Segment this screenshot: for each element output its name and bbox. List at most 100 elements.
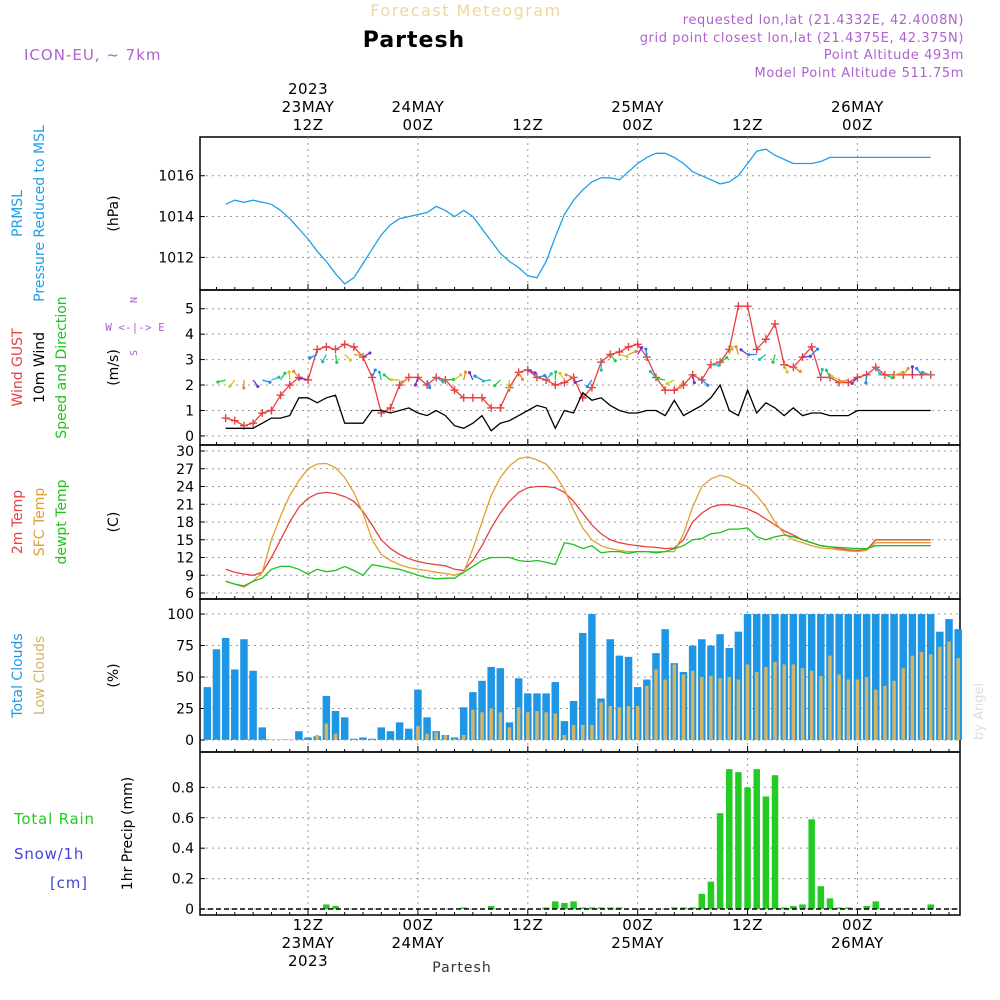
panel-4-bar-low-clouds [709,675,713,740]
panel-4-bar-low-clouds [580,724,585,740]
panel-2-gust-marker [771,319,780,328]
bottom-time-label: 00Z [842,916,873,934]
wind-arrow-head [533,371,537,375]
wind-arrow-head [473,374,477,378]
bottom-time-label: 24MAY [392,934,445,952]
wind-arrow-head [573,380,577,385]
panel-4-bar-low-clouds [736,679,741,740]
panel-1-ytick-label: 1012 [158,250,194,266]
panel-2-gust-marker [349,342,358,351]
panel-4-bar-low-clouds [938,646,942,740]
panel-4-bar-low-clouds [425,733,429,740]
panel-4-bar-low-clouds [443,734,448,740]
wind-arrow-head [441,380,445,384]
panel-4-bar-total-clouds [423,717,431,740]
panel-4-bar-total-clouds [405,728,413,740]
panel-4-bar-total-clouds [359,737,367,740]
panel-4-bar-low-clouds [342,739,347,740]
footer-location: Partesh [432,960,491,976]
wind-arrow-head [287,370,291,374]
panel-4-bar-total-clouds [295,731,303,740]
panel-4-bar-low-clouds [452,738,457,740]
panel-4-bar-total-clouds [560,721,569,740]
panel-4-bar-low-clouds [516,707,521,740]
panel-4-bar-total-clouds [615,655,624,740]
panel-4-bar-low-clouds [782,664,786,740]
panel-4-bar-low-clouds [690,670,695,740]
panel-2-gust-marker [230,416,239,425]
panel-4-bar-low-clouds [361,739,365,740]
panel-2-ytick-label: 1 [185,403,194,419]
model-point-altitude: Model Point Altitude 511.75m [755,66,964,81]
panel-5-bar-total-rain [726,769,733,909]
panel-4-bar-low-clouds [919,651,924,740]
panel-5-ytick-label: 0.8 [172,780,194,796]
panel-2-gust-marker [807,342,816,351]
panel-1-frame [199,136,961,291]
panel-4-bar-total-clouds [249,670,257,740]
panel-4-bar-low-clouds [727,677,732,740]
panel-5-bar-total-rain [588,907,596,909]
panel-2-gust-marker [450,386,459,395]
panel-2-label-speed-and-direction: Speed and Direction [54,296,70,438]
panel-2-gust-marker [331,345,340,354]
panel-2-gust-marker [221,414,230,423]
wind-arrow-head [757,357,762,362]
panel-4-bar-total-clouds [340,717,349,740]
panel-5-bar-total-rain [753,769,760,909]
panel-4-ytick-label: 50 [176,670,194,686]
wind-arrow-head [655,377,659,381]
panel-4-bar-low-clouds [791,664,796,740]
wind-arrow-head [585,384,589,389]
panel-2-gust-marker [468,393,477,402]
wind-arrow-head [216,380,220,384]
panel-2-gust-marker [697,375,706,384]
panel-5-bar-total-rain [597,907,605,909]
panel-1-label-pressure-reduced-to-msl: Pressure Reduced to MSL [32,125,48,302]
panel-2-gust-marker [285,381,294,390]
wind-arrow-head [558,371,562,375]
panel-5-bar-total-rain [707,881,715,909]
panel-4-bar-total-clouds [240,639,248,740]
panel-4-bar-low-clouds [599,702,603,740]
wind-arrow-head [493,384,497,388]
panel-2-gust-marker [587,383,596,392]
panel-4-bar-total-clouds [578,632,587,740]
panel-2-frame [199,289,961,446]
panel-2-gust-marker [340,340,349,349]
wind-arrow-head [564,373,568,377]
panel-3-ytick-label: 30 [176,444,194,460]
panel-5-bar-total-rain [561,902,568,909]
wind-arrow-head [428,385,432,390]
panel-4: 0 25 50 75 100 (%) Total Clouds Low Clouds [10,598,962,753]
panel-4-bar-total-clouds [551,682,560,740]
panel-2-gust-marker [249,419,258,428]
panel-4-bar-total-clouds [606,639,614,740]
panel-5-bar-total-rain [680,907,687,909]
wind-arrow-head [390,378,394,382]
panel-5-bar-total-rain [616,907,623,909]
panel-2-ytick-label: 3 [185,353,194,369]
panel-4-label-low-clouds: Low Clouds [32,636,48,715]
panel-4-bar-low-clouds [571,724,576,740]
panel-4-bar-total-clouds [258,727,267,740]
panel-2-gust-marker [496,403,505,412]
wind-arrow-head [706,383,710,387]
panel-4-bar-low-clouds [745,664,750,740]
panel-3-ytick-label: 6 [185,586,194,602]
panel-4-bar-total-clouds [844,614,853,740]
panel-4-bar-low-clouds [864,677,869,740]
bottom-time-label: 12Z [732,916,763,934]
panel-4-bar-low-clouds [397,739,402,740]
panel-4-bar-total-clouds [890,614,898,740]
panel-3-ylabel: (C) [106,512,122,533]
panel-4-bar-low-clouds [754,671,759,740]
panel-5-bar-total-rain [460,907,467,909]
wind-arrow-head [228,384,232,388]
panel-4-bar-low-clouds [672,664,677,740]
panel-5: 0 0.2 0.4 0.6 0.8 1hr Precip (mm) Total Rain Sn… [13,751,961,918]
panel-4-bar-low-clouds [608,705,612,740]
panel-4-bar-low-clouds [205,739,210,740]
panel-4-bar-low-clouds [901,668,905,740]
